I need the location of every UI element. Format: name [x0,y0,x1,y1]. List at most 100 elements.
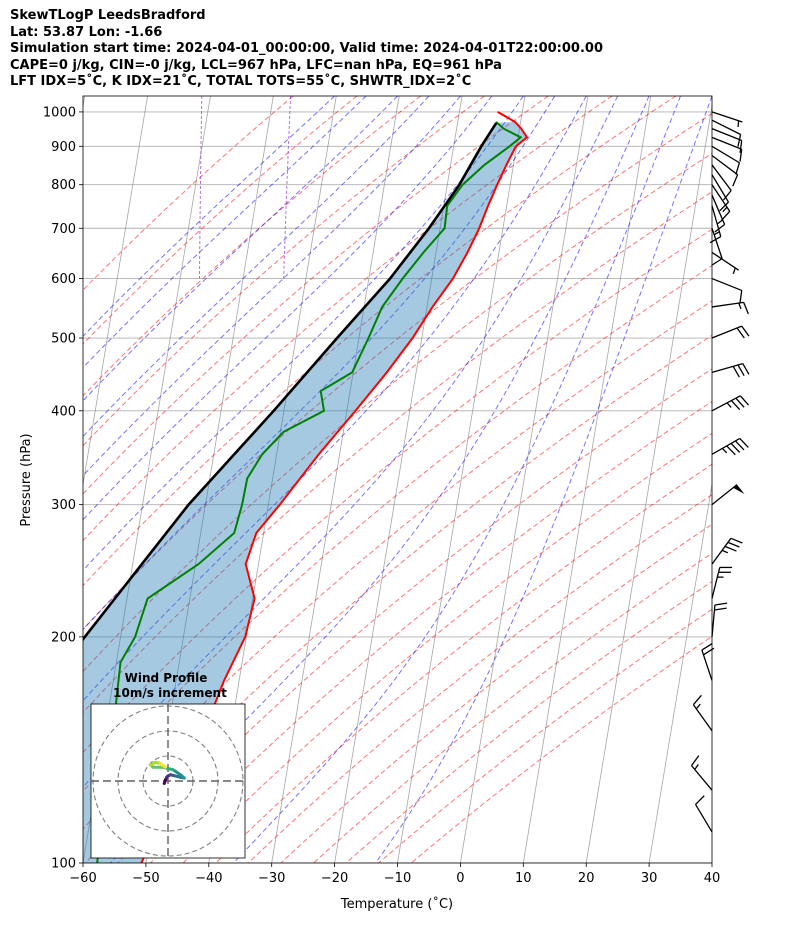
moist-adiabat [83,96,398,402]
cape-shaded-area [83,121,527,863]
moist-adiabat [375,96,712,863]
moist-adiabat [83,96,461,477]
isotherm-50 [775,96,794,863]
y-tick-label: 300 [51,498,76,513]
moist-adiabat [83,96,430,438]
isotherm--20 [334,96,463,863]
wind-barb [711,136,743,162]
cape-params-line: CAPE=0 j/kg, CIN=-0 j/kg, LCL=967 hPa, L… [10,57,502,73]
moist-adiabat [83,96,619,788]
chart-title: SkewTLogP LeedsBradford [10,8,206,23]
x-tick-label: −10 [384,871,411,886]
x-tick-label: 10 [515,871,532,886]
wind-barb [701,642,715,681]
dry-adiabat [345,580,712,863]
wind-barb [711,362,750,378]
y-tick-label: 900 [51,140,76,155]
x-tick-label: 30 [641,871,658,886]
hodograph-inset: Wind Profile 10m/s increment [90,671,246,859]
y-tick-label: 1000 [43,105,76,120]
dry-adiabat [83,96,294,291]
time-line: Simulation start time: 2024-04-01_00:00:… [10,41,603,56]
moist-adiabat [233,96,681,863]
isotherm--30 [271,96,400,863]
wind-barb [711,325,750,339]
isotherm-0 [460,96,589,863]
hodograph-trace [149,760,186,785]
moist-adiabat [83,96,556,631]
wind-barb [690,755,713,791]
moist-adiabat [83,96,493,521]
dry-adiabat [313,552,712,863]
dry-adiabat [378,608,712,863]
isotherm-30 [648,482,712,863]
wind-barb [711,395,750,412]
wind-barb [711,128,743,153]
y-tick-label: 100 [51,857,76,872]
isotherm-10 [522,96,652,863]
y-tick-label: 400 [51,404,76,419]
dry-adiabat [83,152,712,673]
isotherm-20 [585,103,712,863]
y-tick-label: 200 [51,630,76,645]
x-tick-label: −20 [321,871,348,886]
wind-barb [711,194,726,233]
wind-barb [694,795,713,833]
temperature-line [140,111,529,863]
wind-barb [711,111,743,127]
hodograph-segment [159,762,167,769]
wind-barb [711,119,742,147]
wind-barb [711,164,732,201]
wind-barb [711,174,730,212]
dry-adiabat [83,96,549,495]
chart-header: SkewTLogP LeedsBradford Lat: 53.87 Lon: … [10,8,603,91]
wind-barb [711,484,745,506]
dry-adiabat [83,96,613,542]
y-tick-label: 800 [51,178,76,193]
dry-adiabat [410,635,712,863]
location-line: Lat: 53.87 Lon: -1.66 [10,24,163,40]
x-tick-label: −30 [258,871,285,886]
plot-area [83,96,794,863]
wind-barb [711,228,723,266]
wind-barb [711,145,741,175]
dry-adiabat [83,228,712,754]
wind-barb [692,694,713,732]
moist-adiabat [110,96,650,863]
dry-adiabat [83,265,712,792]
wind-barb [711,537,743,565]
dry-adiabat [83,96,677,587]
x-tick-label: −50 [132,871,159,886]
hodograph-title: Wind Profile [125,671,208,685]
wind-barb [711,277,743,303]
y-axis-ticks: 1000 900 800 700 600 500 400 300 200 100 [43,105,83,872]
wind-barb [711,566,733,599]
y-tick-label: 600 [51,272,76,287]
x-tick-label: 40 [704,871,721,886]
isotherm--10 [397,96,526,863]
dry-adiabat [248,494,712,863]
x-axis-label: Temperature (˚C) [340,896,453,912]
wind-barb [711,154,739,187]
mixing-ratio-lines [199,96,292,279]
hodograph-rings [91,704,245,858]
moist-adiabat [83,96,524,572]
x-axis-ticks: −60 −50 −40 −30 −20 −10 0 10 20 30 40 [69,863,720,886]
hodograph-subtitle: 10m/s increment [113,686,227,700]
dry-adiabat [215,463,712,863]
x-tick-label: −40 [195,871,222,886]
index-params-line: LFT IDX=5˚C, K IDX=21˚C, TOTAL TOTS=55˚C… [10,74,472,89]
moist-adiabat-lines [83,96,712,863]
wind-barb [711,301,749,315]
dry-adiabat [83,191,712,714]
y-tick-label: 500 [51,332,76,347]
moist-adiabat [83,96,587,702]
x-tick-label: 20 [578,871,595,886]
y-tick-label: 700 [51,222,76,237]
parcel-path-line [83,122,498,642]
wind-barb [711,437,749,456]
x-tick-label: −60 [69,871,96,886]
dry-adiabat [280,523,712,863]
hodograph-segment [171,768,182,777]
